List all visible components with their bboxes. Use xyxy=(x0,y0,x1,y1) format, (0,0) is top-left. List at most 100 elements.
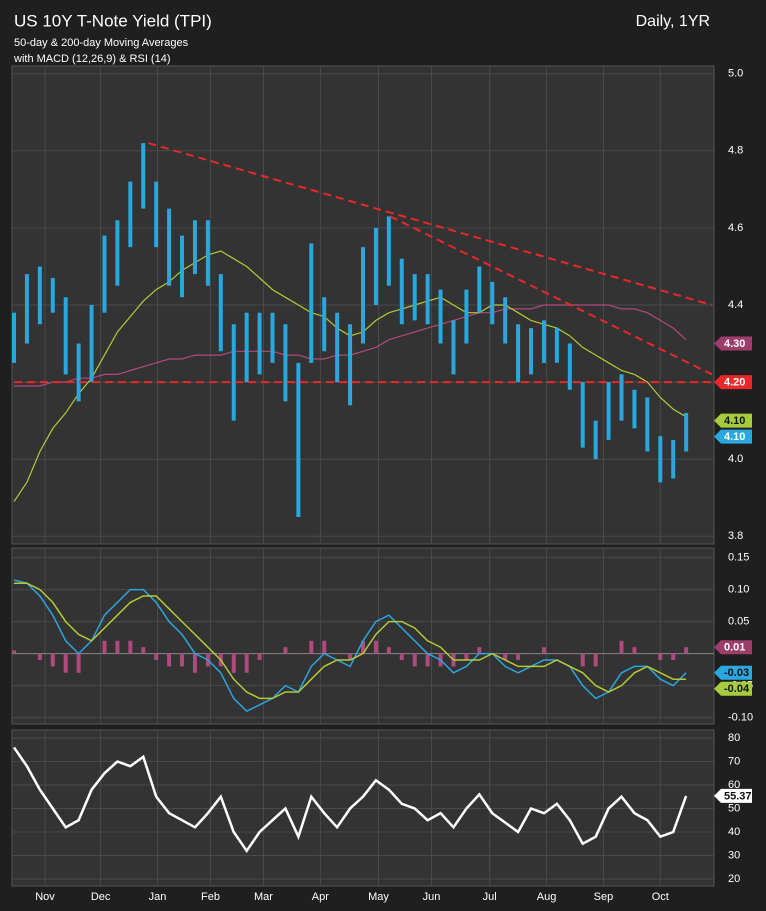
histogram-bar xyxy=(257,653,262,660)
histogram-bar xyxy=(154,653,159,660)
chart-title: US 10Y T-Note Yield (TPI) xyxy=(14,11,212,30)
histogram-bar xyxy=(12,650,16,654)
x-tick-label: Jun xyxy=(423,891,441,903)
line xyxy=(12,746,688,854)
x-tick-label: Jul xyxy=(483,891,497,903)
histogram-bar xyxy=(425,653,430,667)
histogram-bar xyxy=(63,653,68,673)
value-marker-label: -0.03 xyxy=(724,667,749,679)
x-tick-label: Feb xyxy=(201,891,220,903)
histogram-bar xyxy=(593,653,598,667)
histogram-bar xyxy=(50,653,55,667)
trendline xyxy=(389,215,713,376)
y-tick-label: 80 xyxy=(728,732,740,744)
value-marker-label: 4.30 xyxy=(724,338,745,350)
value-marker-label: 4.10 xyxy=(724,415,745,427)
histogram-bar xyxy=(464,653,469,660)
histogram-bar xyxy=(606,653,611,655)
histogram-bar xyxy=(335,653,340,655)
histogram-bar xyxy=(24,653,29,655)
value-marker xyxy=(714,665,752,680)
y-tick-label: -0.10 xyxy=(728,712,753,724)
subtitle: with MACD (12,26,9) & RSI (14) xyxy=(13,53,171,65)
y-tick-label: 70 xyxy=(728,755,740,767)
histogram-bar xyxy=(348,653,353,660)
y-tick-label: 30 xyxy=(728,849,740,861)
histogram-bar xyxy=(270,653,275,655)
x-tick-label: Dec xyxy=(91,891,111,903)
value-marker xyxy=(714,640,752,655)
x-tick-label: Mar xyxy=(254,891,273,903)
histogram-bar xyxy=(658,653,663,660)
histogram-bar xyxy=(399,653,404,660)
trendline xyxy=(148,142,713,306)
x-tick-label: May xyxy=(368,891,389,903)
histogram-bar xyxy=(167,653,172,667)
y-tick-label: 0.10 xyxy=(728,584,749,596)
histogram-bar xyxy=(231,653,236,673)
y-tick-label: 40 xyxy=(728,826,740,838)
histogram-bar xyxy=(296,653,301,655)
line xyxy=(14,582,687,700)
subtitle: 50-day & 200-day Moving Averages xyxy=(14,37,189,49)
y-tick-label: 0.05 xyxy=(728,616,749,628)
histogram-bar xyxy=(128,640,133,654)
histogram-bar xyxy=(386,647,391,654)
y-tick-label: 5.0 xyxy=(728,68,743,80)
value-marker-label: 4.10 xyxy=(724,431,745,443)
histogram-bar xyxy=(580,653,585,667)
value-marker-label: 0.01 xyxy=(724,642,745,654)
panel xyxy=(11,547,715,725)
histogram-bar xyxy=(412,653,417,667)
histogram-bar xyxy=(541,647,546,654)
y-tick-label: 4.4 xyxy=(728,299,743,311)
value-marker-label: 4.20 xyxy=(724,377,745,389)
y-tick-label: 4.0 xyxy=(728,453,743,465)
value-marker xyxy=(714,788,752,803)
value-marker xyxy=(714,429,752,444)
value-marker xyxy=(714,413,752,428)
histogram-bar xyxy=(322,640,327,654)
histogram-bar xyxy=(373,640,378,654)
histogram-bar xyxy=(516,653,521,660)
y-tick-label: 20 xyxy=(728,873,740,885)
histogram-bar xyxy=(115,640,120,654)
y-tick-label: 4.8 xyxy=(728,145,743,157)
value-marker xyxy=(714,375,752,390)
histogram-bar xyxy=(554,653,559,655)
y-tick-label: 50 xyxy=(728,802,740,814)
histogram-bar xyxy=(244,653,249,673)
histogram-bar xyxy=(503,653,508,660)
y-tick-label: 0.15 xyxy=(728,552,749,564)
histogram-bar xyxy=(477,647,482,654)
histogram-bar xyxy=(361,640,365,654)
histogram-bar xyxy=(141,647,146,654)
x-tick-label: Jan xyxy=(149,891,167,903)
x-tick-label: Aug xyxy=(537,891,557,903)
histogram-bar xyxy=(645,653,650,655)
histogram-bar xyxy=(37,653,42,660)
histogram-bar xyxy=(309,640,314,654)
histogram-bar xyxy=(567,653,572,655)
y-tick-label: 3.8 xyxy=(728,530,743,542)
x-tick-label: Oct xyxy=(652,891,669,903)
value-marker xyxy=(714,336,752,351)
value-marker-label: -0.04 xyxy=(724,683,750,695)
x-tick-label: Apr xyxy=(312,891,329,903)
y-tick-label: 4.6 xyxy=(728,222,743,234)
histogram-bar xyxy=(192,653,197,673)
histogram-bar xyxy=(283,647,288,654)
value-marker-label: 55.37 xyxy=(724,790,752,802)
histogram-bar xyxy=(180,653,185,667)
histogram-bar xyxy=(619,640,624,654)
timeframe: Daily, 1YR xyxy=(636,13,710,30)
histogram-bar xyxy=(671,653,676,660)
histogram-bar xyxy=(529,653,534,655)
histogram-bar xyxy=(632,647,637,654)
line xyxy=(13,579,687,713)
value-marker xyxy=(714,681,752,696)
x-tick-label: Nov xyxy=(35,891,55,903)
histogram-bar xyxy=(684,647,689,654)
histogram-bar xyxy=(89,653,94,655)
